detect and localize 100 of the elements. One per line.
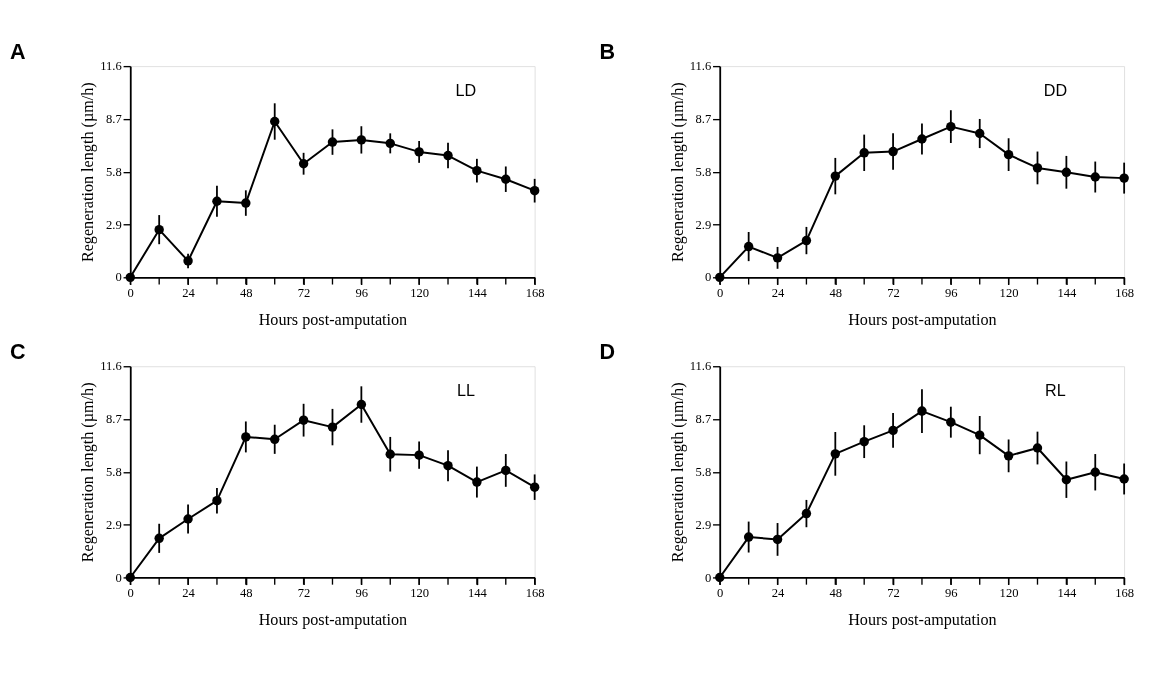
point xyxy=(298,159,309,169)
y-tick-label: 11.6 xyxy=(100,59,122,74)
x-tick-label: 0 xyxy=(127,285,134,300)
point xyxy=(1032,443,1043,453)
y-tick-label: 2.9 xyxy=(695,517,712,532)
x-tick-label: 72 xyxy=(297,285,311,300)
x-tick-label: 48 xyxy=(239,585,253,600)
point xyxy=(801,235,812,246)
y-tick-label: 0 xyxy=(115,270,122,285)
point xyxy=(917,134,927,144)
chart-title: D xyxy=(599,339,615,365)
point xyxy=(859,148,869,158)
point xyxy=(830,449,841,459)
x-tick-label: 120 xyxy=(410,585,430,600)
point xyxy=(743,532,754,542)
y-tick-label: 8.7 xyxy=(106,412,122,427)
point xyxy=(212,495,222,506)
point xyxy=(414,450,424,460)
point xyxy=(859,436,869,447)
x-tick-label: 168 xyxy=(525,585,545,600)
x-tick-label: 144 xyxy=(467,285,488,300)
x-tick-label: 168 xyxy=(1115,585,1135,600)
point xyxy=(385,138,395,149)
y-tick-label: 11.6 xyxy=(100,359,122,374)
point xyxy=(472,477,482,487)
x-tick-label: 96 xyxy=(945,585,958,600)
point xyxy=(298,415,309,425)
x-tick-label: 24 xyxy=(182,585,196,600)
x-axis-title: Hours post-amputation xyxy=(848,610,997,629)
y-tick-label: 8.7 xyxy=(695,412,712,427)
point xyxy=(1119,474,1129,484)
x-tick-label: 96 xyxy=(355,585,369,600)
x-tick-label: 120 xyxy=(410,285,430,300)
y-tick-label: 11.6 xyxy=(689,359,712,374)
x-tick-label: 168 xyxy=(525,285,545,300)
point xyxy=(888,425,898,436)
x-axis-title: Hours post-amputation xyxy=(848,310,997,329)
x-tick-label: 0 xyxy=(717,285,724,300)
x-tick-label: 0 xyxy=(127,585,134,600)
chart-title: B xyxy=(599,38,615,64)
point xyxy=(888,146,898,157)
y-tick-label: 5.8 xyxy=(695,164,712,179)
point xyxy=(270,116,280,127)
y-tick-label: 2.9 xyxy=(106,217,122,232)
x-tick-label: 120 xyxy=(999,285,1019,300)
point xyxy=(385,449,395,459)
x-tick-label: 72 xyxy=(887,585,900,600)
point xyxy=(1061,167,1072,177)
y-axis-title: Regeneration length (µm/h) xyxy=(668,382,687,563)
point xyxy=(501,465,511,476)
point xyxy=(327,137,338,147)
point xyxy=(772,534,783,545)
annotation: RL xyxy=(1045,380,1066,399)
y-tick-label: 11.6 xyxy=(689,59,712,74)
point xyxy=(946,121,956,132)
x-tick-label: 24 xyxy=(182,285,196,300)
y-tick-label: 0 xyxy=(704,270,712,285)
point xyxy=(801,508,812,519)
point xyxy=(1090,172,1100,182)
x-tick-label: 168 xyxy=(1115,285,1135,300)
x-tick-label: 48 xyxy=(829,585,843,600)
y-tick-label: 8.7 xyxy=(106,112,122,126)
y-tick-label: 0 xyxy=(115,570,122,585)
x-tick-label: 0 xyxy=(717,585,724,600)
point xyxy=(917,406,927,416)
point xyxy=(270,434,280,444)
point xyxy=(443,150,453,161)
x-tick-label: 144 xyxy=(1057,285,1077,300)
point xyxy=(529,482,540,492)
point xyxy=(743,241,754,252)
y-tick-label: 8.7 xyxy=(695,112,712,126)
point xyxy=(529,185,540,196)
point xyxy=(1003,149,1014,160)
annotation: DD xyxy=(1043,80,1068,99)
x-tick-label: 96 xyxy=(355,285,369,300)
point xyxy=(183,256,193,266)
point xyxy=(975,128,985,139)
y-tick-label: 5.8 xyxy=(106,164,122,179)
point xyxy=(946,417,956,427)
x-tick-label: 24 xyxy=(771,585,785,600)
annotation: LL xyxy=(456,380,475,399)
x-tick-label: 144 xyxy=(467,585,488,600)
point xyxy=(443,460,453,471)
point xyxy=(327,422,338,432)
x-tick-label: 96 xyxy=(945,285,958,300)
point xyxy=(1003,451,1014,461)
point xyxy=(356,399,367,410)
point xyxy=(241,198,251,208)
x-tick-label: 48 xyxy=(829,285,843,300)
point xyxy=(414,147,424,157)
y-axis-title: Regeneration length (µm/h) xyxy=(79,382,98,563)
point xyxy=(772,253,783,263)
x-tick-label: 72 xyxy=(887,285,900,300)
annotation: LD xyxy=(455,80,477,99)
point xyxy=(1032,163,1043,173)
y-tick-label: 0 xyxy=(704,570,712,585)
point xyxy=(472,165,482,176)
point xyxy=(241,432,251,442)
y-tick-label: 5.8 xyxy=(695,464,712,479)
point xyxy=(975,430,985,440)
